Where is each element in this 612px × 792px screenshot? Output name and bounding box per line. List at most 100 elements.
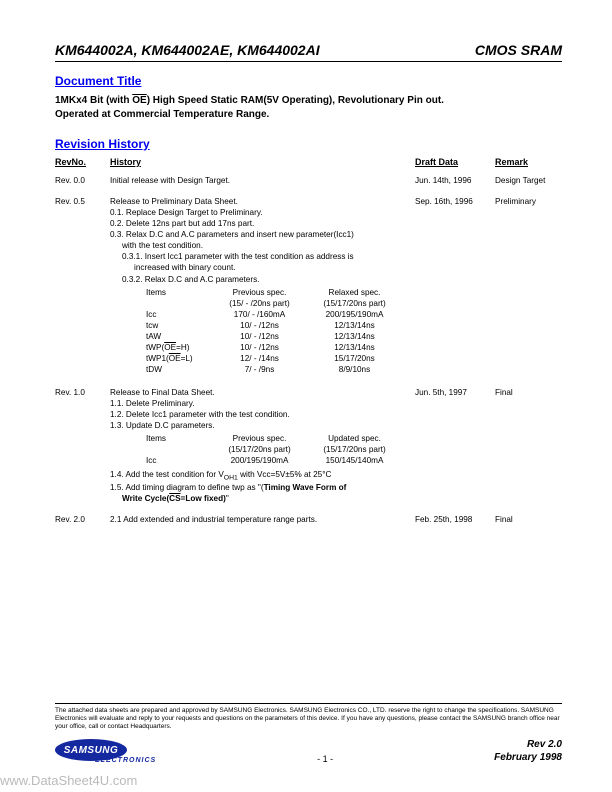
history-line: 2.1 Add extended and industrial temperat… (110, 514, 415, 525)
revision-row: Rev. 2.0 2.1 Add extended and industrial… (55, 514, 562, 525)
spec-prev: 12/ - /14ns (221, 353, 316, 364)
spec-new: 12/13/14ns (316, 342, 411, 353)
revno: Rev. 0.5 (55, 196, 110, 377)
spec-hdr: Relaxed spec.(15/17/20ns part) (316, 287, 411, 309)
spec-item: Icc (146, 309, 221, 320)
hdr-history: History (110, 157, 415, 167)
history-line: 0.2. Delete 12ns part but add 17ns part. (110, 218, 415, 229)
revno: Rev. 1.0 (55, 387, 110, 504)
history-content: Initial release with Design Target. (110, 175, 415, 186)
revno: Rev. 0.0 (55, 175, 110, 186)
spec-item: tDW (146, 364, 221, 375)
revno: Rev. 2.0 (55, 514, 110, 525)
sub-oh1: OH1 (224, 474, 238, 481)
page-container: KM644002A, KM644002AE, KM644002AI CMOS S… (0, 0, 612, 792)
draft-date: Jun. 14th, 1996 (415, 175, 495, 186)
history-line: with the test condition. (110, 240, 415, 251)
spec-hdr: Previous spec.(15/17/20ns part) (221, 433, 316, 455)
spec-row: tAW 10/ - /12ns 12/13/14ns (146, 331, 411, 342)
revision-row: Rev. 1.0 Release to Final Data Sheet. 1.… (55, 387, 562, 504)
remark: Final (495, 387, 555, 504)
doc-desc-suffix: ) High Speed Static RAM(5V Operating), R… (147, 95, 444, 106)
spec-new: 200/195/190mA (316, 309, 411, 320)
spec-header-row: Items Previous spec.(15/ - /20ns part) R… (146, 287, 411, 309)
spec-hdr: Previous spec.(15/ - /20ns part) (221, 287, 316, 309)
spec-new: 8/9/10ns (316, 364, 411, 375)
hdr-draft: Draft Data (415, 157, 495, 167)
rev-line2: February 1998 (494, 752, 562, 765)
history-line: Initial release with Design Target. (110, 175, 415, 186)
spec-row: tWP1(OE=L) 12/ - /14ns 15/17/20ns (146, 353, 411, 364)
revision-row: Rev. 0.5 Release to Preliminary Data She… (55, 196, 562, 377)
spec-item: tAW (146, 331, 221, 342)
history-line: 1.3. Update D.C parameters. (110, 420, 415, 431)
history-line: increased with binary count. (110, 262, 415, 273)
hdr-revno: RevNo. (55, 157, 110, 167)
spec-prev: 170/ - /160mA (221, 309, 316, 320)
history-content: Release to Final Data Sheet. 1.1. Delete… (110, 387, 415, 504)
draft-date: Feb. 25th, 1998 (415, 514, 495, 525)
history-line: 1.4. Add the test condition for VOH1 wit… (110, 469, 415, 483)
revision-headers: RevNo. History Draft Data Remark (55, 157, 562, 167)
history-line: Release to Preliminary Data Sheet. (110, 196, 415, 207)
spec-new: 12/13/14ns (316, 320, 411, 331)
doc-description: 1MKx4 Bit (with OE) High Speed Static RA… (55, 94, 562, 121)
history-line: 0.3. Relax D.C and A.C parameters and in… (110, 229, 415, 240)
spec-prev: 10/ - /12ns (221, 331, 316, 342)
spec-header-row: Items Previous spec.(15/17/20ns part) Up… (146, 433, 411, 455)
history-line: Release to Final Data Sheet. (110, 387, 415, 398)
spec-item: Icc (146, 455, 221, 466)
doc-desc-line2: Operated at Commercial Temperature Range… (55, 109, 269, 120)
spec-hdr: Items (146, 287, 221, 309)
spec-hdr: Items (146, 433, 221, 455)
spec-table: Items Previous spec.(15/17/20ns part) Up… (146, 433, 411, 466)
spec-row: Icc 170/ - /160mA 200/195/190mA (146, 309, 411, 320)
oe-overline: OE (132, 95, 146, 106)
header-row: KM644002A, KM644002AE, KM644002AI CMOS S… (55, 42, 562, 62)
spec-prev: 10/ - /12ns (221, 320, 316, 331)
history-content: Release to Preliminary Data Sheet. 0.1. … (110, 196, 415, 377)
history-line: 0.3.2. Relax D.C and A.C parameters. (110, 274, 415, 285)
history-line: 0.3.1. Insert Icc1 parameter with the te… (110, 251, 415, 262)
doc-desc-prefix: 1MKx4 Bit (with (55, 95, 132, 106)
spec-prev: 10/ - /12ns (221, 342, 316, 353)
spec-hdr: Updated spec.(15/17/20ns part) (316, 433, 411, 455)
footer-bottom: SAMSUNG ELECTRONICS - 1 - Rev 2.0 Februa… (55, 739, 562, 764)
spec-row: tWP(OE=H) 10/ - /12ns 12/13/14ns (146, 342, 411, 353)
spec-item: tcw (146, 320, 221, 331)
page-number: - 1 - (317, 754, 333, 764)
part-numbers: KM644002A, KM644002AE, KM644002AI (55, 42, 320, 58)
history-line: 1.2. Delete Icc1 parameter with the test… (110, 409, 415, 420)
history-line: 0.1. Replace Design Target to Preliminar… (110, 207, 415, 218)
spec-prev: 200/195/190mA (221, 455, 316, 466)
spec-table: Items Previous spec.(15/ - /20ns part) R… (146, 287, 411, 376)
spec-item: tWP(OE=H) (146, 342, 221, 353)
hdr-remark: Remark (495, 157, 555, 167)
history-line: Write Cycle(CS=Low fixed)" (110, 493, 415, 504)
spec-prev: 7/ - /9ns (221, 364, 316, 375)
spec-new: 12/13/14ns (316, 331, 411, 342)
spec-new: 150/145/140mA (316, 455, 411, 466)
logo-block: SAMSUNG ELECTRONICS (55, 739, 156, 764)
history-line: 1.1. Delete Preliminary. (110, 398, 415, 409)
product-type: CMOS SRAM (475, 42, 562, 58)
spec-row: tDW 7/ - /9ns 8/9/10ns (146, 364, 411, 375)
revision-row: Rev. 0.0 Initial release with Design Tar… (55, 175, 562, 186)
remark: Final (495, 514, 555, 525)
footer: The attached data sheets are prepared an… (55, 703, 562, 764)
disclaimer: The attached data sheets are prepared an… (55, 703, 562, 731)
remark: Design Target (495, 175, 555, 186)
spec-row: tcw 10/ - /12ns 12/13/14ns (146, 320, 411, 331)
revision-heading: Revision History (55, 137, 562, 151)
spec-row: Icc 200/195/190mA 150/145/140mA (146, 455, 411, 466)
rev-date: Rev 2.0 February 1998 (494, 739, 562, 764)
spec-item: tWP1(OE=L) (146, 353, 221, 364)
electronics-text: ELECTRONICS (95, 757, 156, 764)
draft-date: Jun. 5th, 1997 (415, 387, 495, 504)
rev-line1: Rev 2.0 (494, 739, 562, 752)
history-line: 1.5. Add timing diagram to define twp as… (110, 482, 415, 493)
draft-date: Sep. 16th, 1996 (415, 196, 495, 377)
history-content: 2.1 Add extended and industrial temperat… (110, 514, 415, 525)
doc-title-heading: Document Title (55, 74, 562, 88)
watermark: www.DataSheet4U.com (0, 773, 137, 788)
